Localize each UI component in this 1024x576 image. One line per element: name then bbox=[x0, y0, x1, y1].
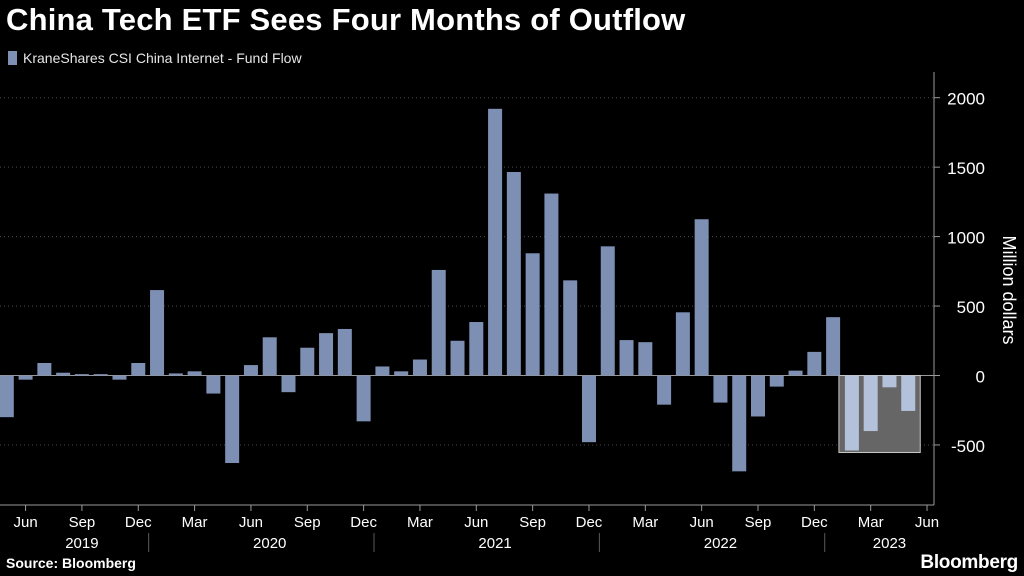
bar bbox=[356, 375, 371, 422]
x-tick-label: Sep bbox=[69, 514, 96, 531]
bar bbox=[281, 375, 296, 393]
bar bbox=[93, 374, 108, 376]
bar bbox=[150, 290, 165, 376]
bar bbox=[581, 375, 596, 443]
legend-swatch bbox=[8, 51, 17, 65]
bar bbox=[657, 375, 672, 405]
y-tick-label: 2000 bbox=[947, 90, 985, 109]
y-axis-label: Million dollars bbox=[999, 235, 1019, 344]
bar bbox=[112, 375, 127, 380]
bar bbox=[431, 269, 446, 376]
x-year-label: 2019 bbox=[65, 535, 98, 552]
x-year-label: 2020 bbox=[253, 535, 286, 552]
bar bbox=[732, 375, 747, 472]
x-year-label: 2022 bbox=[704, 535, 737, 552]
bar bbox=[506, 172, 521, 376]
bar bbox=[713, 375, 728, 403]
bar bbox=[37, 362, 52, 376]
bar bbox=[525, 253, 540, 376]
x-tick-label: Mar bbox=[407, 514, 433, 531]
x-tick-label: Jun bbox=[239, 514, 263, 531]
bar bbox=[675, 312, 690, 376]
x-tick-label: Dec bbox=[576, 514, 603, 531]
bar bbox=[863, 375, 878, 432]
x-tick-label: Jun bbox=[13, 514, 37, 531]
x-tick-label: Dec bbox=[350, 514, 377, 531]
y-tick-label: 1000 bbox=[947, 229, 985, 248]
bar bbox=[225, 375, 240, 464]
bar bbox=[882, 375, 897, 388]
bar bbox=[694, 219, 709, 376]
bar bbox=[337, 328, 352, 376]
bar bbox=[56, 372, 71, 376]
y-tick-label: -500 bbox=[951, 437, 985, 456]
x-tick-label: Mar bbox=[858, 514, 884, 531]
bar bbox=[18, 375, 33, 380]
y-tick-label: 1500 bbox=[947, 159, 985, 178]
x-year-label: 2021 bbox=[478, 535, 511, 552]
bar bbox=[262, 337, 277, 376]
x-tick-label: Jun bbox=[915, 514, 939, 531]
x-tick-label: Jun bbox=[690, 514, 714, 531]
chart-title: China Tech ETF Sees Four Months of Outfl… bbox=[6, 2, 686, 37]
x-year-label: 2023 bbox=[873, 535, 906, 552]
source-note: Source: Bloomberg bbox=[6, 555, 136, 571]
bar bbox=[544, 193, 559, 376]
bar bbox=[450, 340, 465, 376]
bar bbox=[243, 365, 258, 376]
bar bbox=[619, 340, 634, 376]
legend-label: KraneShares CSI China Internet - Fund Fl… bbox=[23, 50, 302, 66]
bar bbox=[563, 280, 578, 376]
bar bbox=[751, 375, 765, 417]
x-tick-label: Jun bbox=[464, 514, 488, 531]
x-tick-label: Sep bbox=[294, 514, 321, 531]
x-tick-label: Mar bbox=[632, 514, 658, 531]
bloomberg-logo: Bloomberg bbox=[920, 552, 1018, 573]
bar bbox=[412, 359, 427, 376]
bar bbox=[788, 370, 803, 376]
bar bbox=[131, 362, 146, 376]
bar bbox=[319, 333, 334, 376]
y-tick-label: 500 bbox=[957, 298, 985, 317]
x-tick-label: Mar bbox=[182, 514, 208, 531]
bar bbox=[0, 375, 14, 418]
bar bbox=[74, 374, 89, 376]
bar bbox=[206, 375, 221, 394]
x-tick-label: Sep bbox=[745, 514, 772, 531]
bar bbox=[300, 347, 315, 376]
bar bbox=[901, 375, 916, 411]
bar bbox=[168, 373, 183, 376]
x-tick-label: Dec bbox=[125, 514, 152, 531]
bar bbox=[844, 375, 859, 451]
bar bbox=[488, 108, 503, 376]
bar bbox=[826, 317, 841, 376]
bar bbox=[769, 375, 784, 387]
bar bbox=[187, 371, 202, 376]
bar bbox=[807, 351, 822, 376]
legend: KraneShares CSI China Internet - Fund Fl… bbox=[8, 50, 302, 66]
y-tick-label: 0 bbox=[976, 368, 985, 387]
x-tick-label: Sep bbox=[519, 514, 546, 531]
bar bbox=[469, 322, 484, 376]
x-tick-label: Dec bbox=[801, 514, 828, 531]
bar bbox=[375, 366, 390, 376]
bar bbox=[638, 342, 653, 376]
bar bbox=[600, 246, 615, 376]
bar bbox=[394, 371, 409, 376]
